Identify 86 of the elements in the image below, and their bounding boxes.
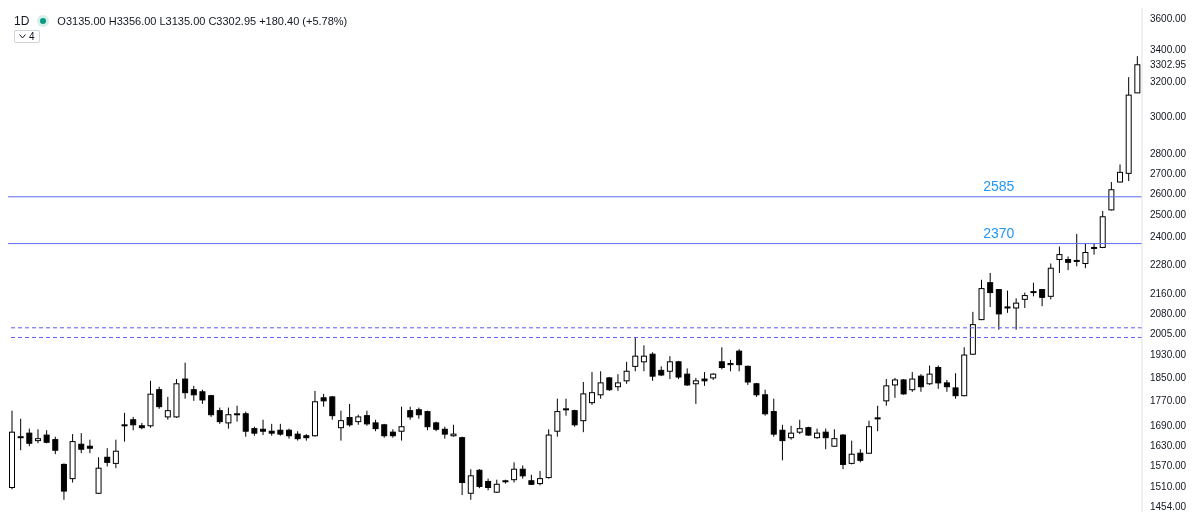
y-tick-label: 3400.00 bbox=[1150, 43, 1187, 55]
y-tick-label: 2600.00 bbox=[1150, 188, 1187, 200]
candlestick bbox=[225, 407, 232, 430]
y-tick-label: 1454.00 bbox=[1150, 501, 1187, 513]
candlestick bbox=[112, 439, 119, 469]
candlestick bbox=[398, 406, 405, 442]
candlestick bbox=[736, 348, 743, 372]
y-tick-label: 3000.00 bbox=[1150, 111, 1187, 123]
candlestick bbox=[389, 428, 396, 439]
candlestick bbox=[692, 377, 699, 405]
candlestick bbox=[1056, 246, 1063, 274]
candlestick bbox=[476, 468, 483, 489]
candlestick bbox=[164, 396, 171, 421]
y-tick-label: 1850.00 bbox=[1150, 371, 1187, 383]
text: 1D bbox=[14, 14, 30, 28]
y-tick-label: 1770.00 bbox=[1150, 395, 1187, 407]
candlestick bbox=[640, 344, 647, 372]
candlestick bbox=[909, 371, 916, 393]
text: O3135.00 H3356.00 L3135.00 C3302.95 +180.40 (+5.78%) bbox=[57, 15, 348, 27]
candlestick bbox=[337, 410, 344, 442]
y-tick-label: 3600.00 bbox=[1150, 12, 1187, 24]
candlestick bbox=[718, 346, 725, 370]
y-tick-label: 1570.00 bbox=[1150, 459, 1187, 471]
candlestick bbox=[926, 365, 933, 386]
candlestick bbox=[597, 370, 604, 400]
candlestick bbox=[632, 336, 639, 372]
candlestick bbox=[467, 468, 474, 501]
candlestick bbox=[34, 428, 41, 444]
candlestick bbox=[762, 389, 769, 417]
candlestick bbox=[415, 407, 422, 420]
candlestick bbox=[104, 447, 111, 467]
y-tick-label: 2400.00 bbox=[1150, 231, 1187, 243]
candlestick bbox=[537, 470, 544, 486]
y-tick-label: 2500.00 bbox=[1150, 209, 1187, 221]
candlestick bbox=[511, 461, 518, 484]
candlestick bbox=[242, 411, 249, 438]
candlestick bbox=[1039, 288, 1046, 307]
annotation: 4 bbox=[29, 31, 35, 42]
candlestick bbox=[649, 351, 656, 382]
candlestick bbox=[346, 403, 353, 428]
candlestick bbox=[1013, 297, 1020, 331]
candlestick bbox=[121, 412, 128, 443]
candlestick bbox=[86, 439, 93, 454]
y-tick-label: 1690.00 bbox=[1150, 420, 1187, 432]
candlestick bbox=[563, 398, 570, 417]
candlestick bbox=[234, 405, 241, 423]
candlestick bbox=[156, 386, 163, 410]
candlestick bbox=[779, 424, 786, 461]
candlestick bbox=[952, 372, 959, 400]
candlestick bbox=[1065, 255, 1072, 271]
candlestick bbox=[883, 378, 890, 407]
candlestick bbox=[588, 371, 595, 406]
candlestick bbox=[1004, 290, 1011, 314]
y-tick-label: 2080.00 bbox=[1150, 308, 1187, 320]
y-tick-label: 1510.00 bbox=[1150, 480, 1187, 492]
candlestick bbox=[1108, 181, 1115, 212]
y-tick-label: 3200.00 bbox=[1150, 76, 1187, 88]
y-tick-label: 2280.00 bbox=[1150, 258, 1187, 270]
candlestick bbox=[822, 428, 829, 450]
candlestick bbox=[614, 373, 621, 392]
candlestick bbox=[1082, 243, 1089, 269]
candlestick bbox=[78, 432, 85, 454]
y-tick-label: 3302.95 bbox=[1150, 59, 1187, 71]
candlestick bbox=[770, 398, 777, 438]
candlestick bbox=[987, 272, 994, 308]
candlestick bbox=[1073, 233, 1080, 267]
candlestick bbox=[788, 425, 795, 441]
y-tick-label: 1630.00 bbox=[1150, 439, 1187, 451]
candlestick bbox=[260, 419, 267, 436]
y-tick-label: 2800.00 bbox=[1150, 148, 1187, 160]
candlestick bbox=[943, 379, 950, 393]
candlestick bbox=[182, 362, 189, 400]
candlestick bbox=[891, 377, 898, 399]
candlestick bbox=[554, 398, 561, 438]
candlestick bbox=[935, 365, 942, 390]
y-tick-label: 2700.00 bbox=[1150, 167, 1187, 179]
ref-line-label: 2370 bbox=[983, 224, 1015, 241]
candlestick bbox=[17, 418, 24, 451]
candlestick bbox=[623, 361, 630, 385]
y-tick-label: 1930.00 bbox=[1150, 348, 1187, 360]
candlestick bbox=[874, 405, 881, 432]
ref-line-label: 2585 bbox=[983, 177, 1015, 194]
y-tick-label: 2160.00 bbox=[1150, 288, 1187, 300]
candlestick bbox=[1091, 243, 1098, 256]
y-tick-label: 2005.00 bbox=[1150, 328, 1187, 340]
candlestick bbox=[666, 355, 673, 380]
